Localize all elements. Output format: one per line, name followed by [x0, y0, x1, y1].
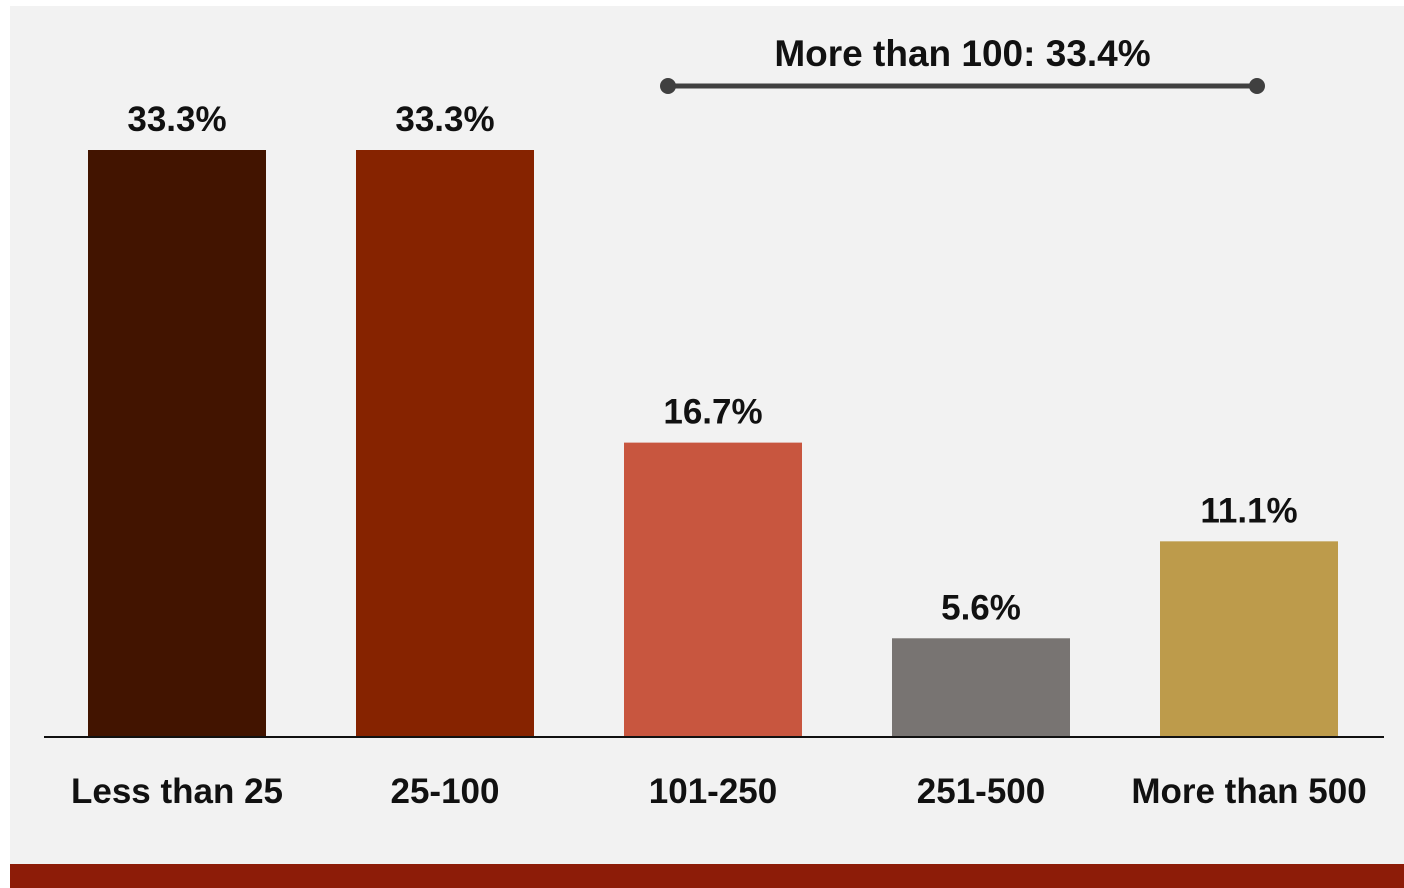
value-label-4: 11.1%	[1200, 491, 1297, 530]
value-label-3: 5.6%	[941, 588, 1021, 627]
annotation-bracket: More than 100: 33.4%	[660, 33, 1265, 94]
category-label-1: 25-100	[391, 772, 500, 811]
footer-band	[10, 864, 1404, 888]
value-label-2: 16.7%	[663, 393, 762, 432]
chart-panel: 33.3% 33.3% 16.7% 5.6% 11.1% Less than 25 25-…	[10, 6, 1404, 888]
category-label-2: 101-250	[649, 772, 777, 811]
category-label-3: 251-500	[917, 772, 1045, 811]
bar-0	[88, 150, 266, 737]
category-label-4: More than 500	[1131, 772, 1366, 811]
value-label-0: 33.3%	[127, 100, 226, 139]
bar-1	[356, 150, 534, 737]
bar-4	[1160, 541, 1338, 737]
category-label-0: Less than 25	[71, 772, 283, 811]
bar-2	[624, 442, 802, 737]
value-label-1: 33.3%	[395, 100, 494, 139]
annotation-label: More than 100: 33.4%	[774, 33, 1150, 74]
bracket-dot-right	[1249, 78, 1265, 94]
bar-3	[892, 638, 1070, 737]
bar-chart: 33.3% 33.3% 16.7% 5.6% 11.1% Less than 25 25-…	[44, 33, 1384, 811]
bracket-dot-left	[660, 78, 676, 94]
